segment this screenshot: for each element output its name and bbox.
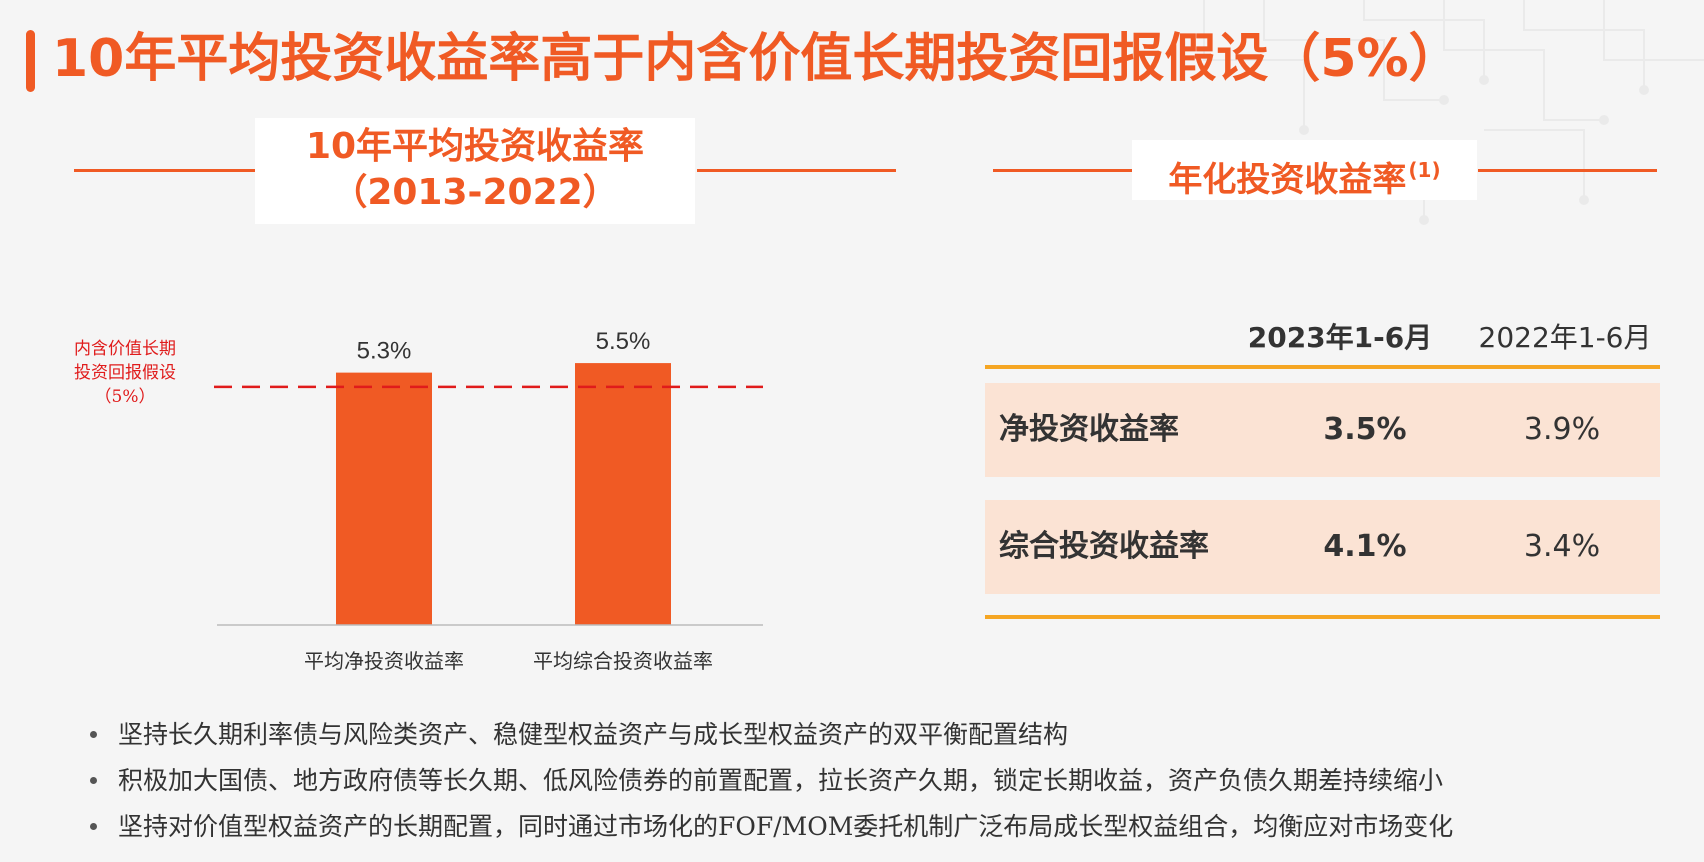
reference-label-line1: 内含价值长期 xyxy=(74,339,176,359)
category-label-2: 平均综合投资收益率 xyxy=(533,649,713,673)
left-heading-line1: 10年平均投资收益率 xyxy=(305,126,645,167)
net-yield-2022: 3.9% xyxy=(1523,412,1601,447)
bullet-dot-icon xyxy=(90,731,97,738)
list-item: 坚持对价值型权益资产的长期配置，同时通过市场化的FOF/MOM委托机制广泛布局成… xyxy=(86,804,1453,850)
bullet-dot-icon xyxy=(90,823,97,830)
total-yield-2022: 3.4% xyxy=(1523,529,1601,564)
bullet-text: 坚持长久期利率债与风险类资产、稳健型权益资产与成长型权益资产的双平衡配置结构 xyxy=(118,720,1069,749)
list-item: 积极加大国债、地方政府债等长久期、低风险债券的前置配置，拉长资产久期，锁定长期收… xyxy=(86,758,1453,804)
page-title: 10年平均投资收益率高于内含价值长期投资回报假设（5%） xyxy=(52,29,1461,89)
reference-line-label: 内含价值长期 投资回报假设 （5%） xyxy=(50,337,200,409)
table-bottom-rule xyxy=(985,615,1660,619)
total-yield-2023: 4.1% xyxy=(1323,529,1407,564)
left-chart-heading: 10年平均投资收益率 （2013-2022） xyxy=(255,118,695,224)
bar-1 xyxy=(336,372,432,625)
left-heading-rule-right xyxy=(697,169,896,172)
right-heading-text: 年化投资收益率 xyxy=(1168,160,1407,200)
row-label-net-yield: 净投资收益率 xyxy=(999,412,1179,447)
table-header-2022: 2022年1-6月 xyxy=(1478,321,1652,354)
table-top-rule xyxy=(985,365,1660,369)
circuit-background-decoration xyxy=(1203,0,1704,225)
net-yield-2023: 3.5% xyxy=(1323,412,1407,447)
title-accent-bar xyxy=(26,30,35,92)
list-item: 坚持长久期利率债与风险类资产、稳健型权益资产与成长型权益资产的双平衡配置结构 xyxy=(86,712,1453,758)
left-heading-line2: （2013-2022） xyxy=(331,172,619,213)
right-heading-rule-left xyxy=(993,169,1133,172)
category-label-1: 平均净投资收益率 xyxy=(304,649,464,673)
bullet-text: 积极加大国债、地方政府债等长久期、低风险债券的前置配置，拉长资产久期，锁定长期收… xyxy=(118,766,1444,795)
bar-value-label-2: 5.5% xyxy=(596,328,651,355)
bullet-dot-icon xyxy=(90,777,97,784)
left-heading-rule-left xyxy=(74,169,255,172)
row-label-total-yield: 综合投资收益率 xyxy=(999,529,1209,564)
reference-label-line2: 投资回报假设 xyxy=(74,363,176,383)
right-heading-rule-right xyxy=(1478,169,1657,172)
right-table-heading: 年化投资收益率 (1) xyxy=(1132,140,1477,200)
bullet-text: 坚持对价值型权益资产的长期配置，同时通过市场化的FOF/MOM委托机制广泛布局成… xyxy=(118,812,1454,841)
table-row: 综合投资收益率 4.1% 3.4% xyxy=(985,500,1660,594)
bullet-list: 坚持长久期利率债与风险类资产、稳健型权益资产与成长型权益资产的双平衡配置结构 积… xyxy=(86,712,1453,850)
table-row: 净投资收益率 3.5% 3.9% xyxy=(985,383,1660,477)
table-header-2023: 2023年1-6月 xyxy=(1247,321,1433,354)
reference-label-line3: （5%） xyxy=(94,387,156,407)
footnote-marker: (1) xyxy=(1408,158,1441,182)
bar-value-label-1: 5.3% xyxy=(357,338,412,365)
bar-2 xyxy=(575,363,671,625)
